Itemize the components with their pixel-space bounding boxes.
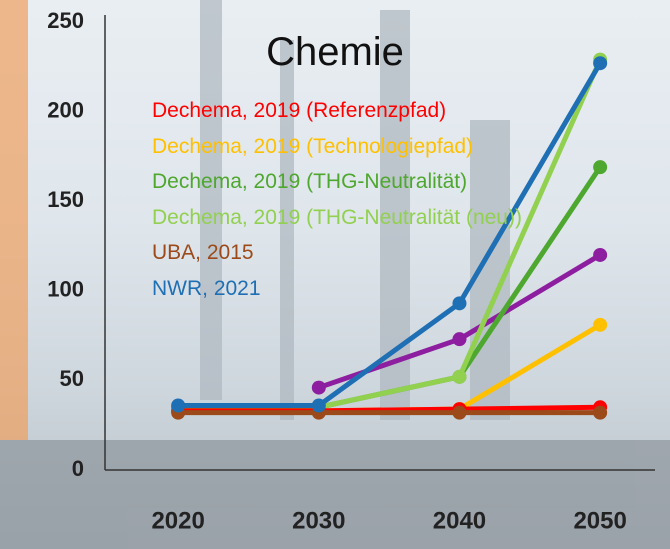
data-point <box>593 405 608 420</box>
y-tick-label: 50 <box>60 366 84 391</box>
data-point <box>311 398 326 413</box>
y-tick-label: 250 <box>47 8 84 33</box>
series-line <box>178 61 603 408</box>
data-point <box>452 296 467 311</box>
data-point <box>452 405 467 420</box>
data-point <box>593 160 608 175</box>
x-tick-label: 2030 <box>292 507 345 534</box>
x-tick-label: 2050 <box>573 507 626 534</box>
data-point <box>593 56 608 71</box>
data-point <box>311 380 326 395</box>
chart-title: Chemie <box>266 30 404 74</box>
data-point <box>593 247 608 262</box>
y-tick-label: 100 <box>47 277 84 302</box>
y-tick-label: 0 <box>72 456 84 481</box>
y-tick-label: 150 <box>47 187 84 212</box>
legend-entry: Dechema, 2019 (Referenzpfad) <box>152 99 447 122</box>
data-point <box>452 369 467 384</box>
legend-entry: NWR, 2021 <box>152 276 261 300</box>
legend-entry: UBA, 2015 <box>152 241 254 264</box>
y-tick-label: 200 <box>47 97 84 122</box>
legend-entry: Dechema, 2019 (THG-Neutralität (neu)) <box>152 205 522 229</box>
legend-entry: Dechema, 2019 (Technologiepfad) <box>152 134 474 158</box>
x-tick-label: 2020 <box>151 507 204 534</box>
data-point <box>171 398 186 413</box>
legend: Dechema, 2019 (Referenzpfad) Dechema, 201… <box>152 93 597 306</box>
x-tick-label: 2040 <box>433 507 486 534</box>
data-point <box>593 317 608 332</box>
data-point <box>452 332 467 347</box>
legend-entry: Dechema, 2019 (THG-Neutralität) <box>152 170 468 193</box>
